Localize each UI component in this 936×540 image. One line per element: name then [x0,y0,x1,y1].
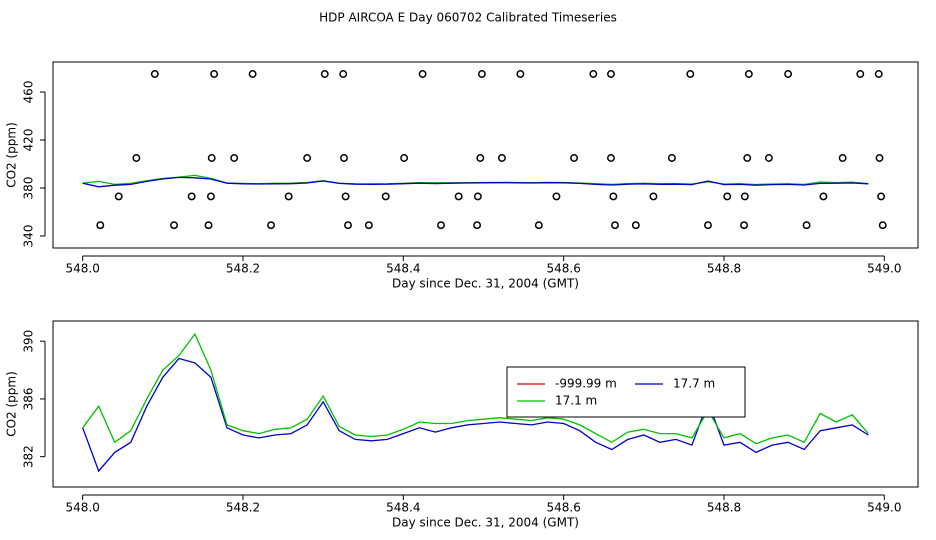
x-tick-label: 548.8 [707,501,741,515]
scatter-point [473,192,482,201]
scatter-point [497,154,506,162]
y-tick-label: 382 [22,445,36,468]
scatter-point [248,70,257,78]
scatter-point [230,154,239,162]
x-axis-label: Day since Dec. 31, 2004 (GMT) [392,277,579,291]
x-tick-label: 549.0 [867,262,901,276]
y-tick-label: 340 [22,225,36,248]
scatter-point [341,192,350,201]
scatter-point [784,70,793,78]
line-series [82,332,869,445]
scatter-point [552,192,561,201]
x-tick-label: 548.6 [546,501,580,515]
y-tick-label: 380 [22,177,36,200]
scatter-point [516,70,525,78]
plot-frame [52,320,919,488]
x-tick-label: 548.6 [546,262,580,276]
scatter-point [802,221,811,230]
scatter-point [204,221,213,230]
scatter-point [743,154,752,162]
scatter-point [207,154,216,162]
scatter-point [303,154,312,162]
y-tick-label: 386 [22,387,36,410]
scatter-point [400,154,409,162]
scatter-point [267,221,276,230]
x-tick-label: 548.4 [386,501,420,515]
scatter-point [364,221,373,230]
scatter-point [631,221,640,230]
scatter-point [454,192,463,201]
x-tick-label: 548.4 [386,262,420,276]
line-series [82,176,869,188]
x-tick-label: 548.2 [226,262,260,276]
scatter-point [611,221,619,230]
scatter-point [187,192,196,201]
scatter-point [589,70,598,78]
scatter-point [340,154,348,162]
scatter-point [150,70,159,78]
y-tick-label: 420 [22,129,36,152]
scatter-point [878,221,887,230]
scatter-point [132,154,141,162]
scatter-point [744,70,753,78]
scatter-point [609,192,618,201]
scatter-point [96,221,105,230]
x-tick-label: 549.0 [867,501,901,515]
scatter-point [723,192,732,201]
scatter-point [875,154,884,162]
scatter-point [534,221,543,230]
scatter-point [210,70,219,78]
x-axis-label: Day since Dec. 31, 2004 (GMT) [392,516,579,530]
scatter-point [344,221,352,230]
y-axis-label: CO2 (ppm) [5,122,19,188]
scatter-point [607,70,615,78]
scatter-point [284,192,293,201]
scatter-point [649,192,658,201]
scatter-point [320,70,329,78]
scatter-point [418,70,427,78]
scatter-point [339,70,348,78]
scatter-point [856,70,865,78]
scatter-point [170,221,179,230]
scatter-point [740,221,748,230]
scatter-point [437,221,445,230]
chart-title: HDP AIRCOA E Day 060702 Calibrated Times… [319,11,617,25]
scatter-point [667,154,676,162]
scatter-point [740,192,749,201]
scatter-point [764,154,773,162]
legend-label: 17.7 m [673,377,715,391]
scatter-point [838,154,847,162]
x-tick-label: 548.8 [707,262,741,276]
plot-frame [52,61,919,249]
x-tick-label: 548.0 [65,501,99,515]
x-tick-label: 548.2 [226,501,260,515]
x-tick-label: 548.0 [65,262,99,276]
scatter-point [206,192,215,201]
scatter-point [381,192,390,201]
scatter-point [476,154,485,162]
scatter-point [473,221,482,230]
scatter-point [686,70,695,78]
scatter-point [114,192,123,201]
scatter-point [819,192,828,201]
legend-box [506,366,746,418]
scatter-point [570,154,579,162]
y-tick-label: 460 [22,81,36,104]
y-axis-label: CO2 (ppm) [5,371,19,437]
line-series [82,357,869,473]
legend-label: -999.99 m [555,377,617,391]
scatter-point [874,70,883,78]
scatter-point [477,70,486,78]
legend-label: 17.1 m [555,394,597,408]
scatter-point [704,221,712,230]
scatter-point [877,192,886,201]
y-tick-label: 390 [22,330,36,353]
scatter-point [607,154,615,162]
